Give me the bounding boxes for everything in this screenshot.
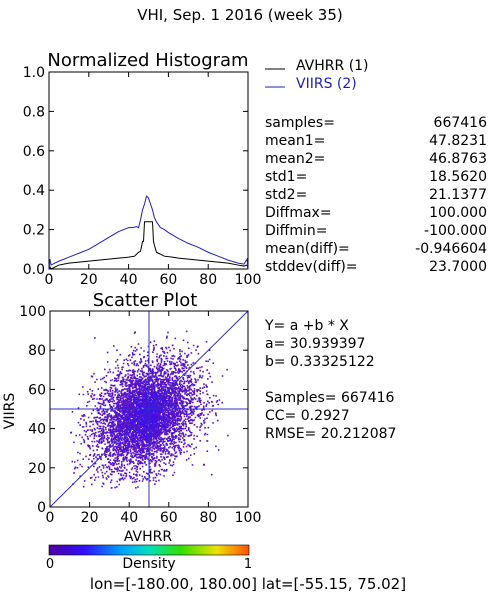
regression-equation: Y= a +b * X: [264, 318, 349, 334]
stat-value: 23.7000: [429, 259, 487, 275]
stat-value: 47.8231: [429, 133, 487, 149]
stat-label: stddev(diff)=: [265, 259, 358, 275]
samples-count: Samples= 667416: [265, 390, 395, 406]
y-tick-label: 0.8: [23, 104, 45, 120]
stat-label: Diffmax=: [265, 205, 332, 221]
stat-value: 21.1377: [429, 187, 487, 203]
histogram-title: Normalized Histogram: [47, 50, 248, 71]
page-title: VHI, Sep. 1 2016 (week 35): [137, 6, 343, 24]
histogram-ticks: [48, 71, 249, 270]
coordinate-range: lon=[-180.00, 180.00] lat=[-55.15, 75.02…: [90, 575, 406, 593]
y-tick-label: 1.0: [23, 65, 45, 81]
stat-label: std2=: [265, 187, 307, 203]
x-tick-label: 80: [199, 272, 217, 288]
y-tick-label: 0.0: [23, 262, 45, 278]
statistics-table: samples= 667416 mean1= 47.8231 mean2= 46…: [265, 115, 487, 275]
scatter-cloud-core: [100, 344, 194, 462]
x-tick-label: 40: [120, 272, 138, 288]
legend-avhrr-label: AVHRR (1): [296, 58, 369, 74]
stat-value: 46.8763: [429, 151, 487, 167]
regression-b: b= 0.33325122: [265, 354, 375, 370]
stat-label: Diffmin=: [265, 223, 327, 239]
avhrr-histogram-line: [48, 221, 249, 270]
scatter-reference-lines: [49, 310, 249, 508]
legend-viirs-label: VIIRS (2): [296, 76, 357, 92]
y-tick-label: 0.2: [23, 223, 45, 239]
colorbar-title: Density: [122, 556, 175, 572]
density-colorbar: [48, 544, 250, 556]
stat-label: mean(diff)=: [265, 241, 350, 257]
x-tick-label: 0: [45, 272, 54, 288]
rmse-value: RMSE= 20.212087: [265, 426, 396, 442]
x-tick-label: 100: [235, 510, 262, 526]
stat-value: 667416: [434, 115, 488, 131]
stat-value: -0.946604: [415, 241, 487, 257]
stat-value: 18.5620: [429, 169, 487, 185]
stat-label: mean2=: [265, 151, 325, 167]
scatter-y-tick-labels: 0 20 40 60 80 100: [19, 304, 46, 516]
colorbar-min-label: 0: [46, 557, 54, 572]
stat-label: mean1=: [265, 133, 325, 149]
scatter-y-axis-label: VIIRS: [2, 393, 18, 430]
viirs-histogram-line: [48, 195, 249, 270]
stat-value: 100.000: [429, 205, 487, 221]
stat-label: samples=: [265, 115, 335, 131]
scatter-x-tick-labels: 0 20 40 60 80 100: [46, 510, 262, 526]
y-tick-label: 100: [19, 304, 46, 320]
x-tick-label: 100: [235, 272, 262, 288]
stat-value: -100.000: [424, 223, 487, 239]
y-tick-label: 0: [37, 500, 46, 516]
y-tick-label: 0.4: [23, 183, 45, 199]
regression-info: Y= a +b * X a= 30.939397 b= 0.33325122 S…: [264, 318, 396, 442]
x-tick-label: 80: [199, 510, 217, 526]
histogram-x-tick-labels: 0 20 40 60 80 100: [45, 272, 262, 288]
y-tick-label: 60: [28, 382, 46, 398]
x-tick-label: 20: [80, 272, 98, 288]
stat-label: std1=: [265, 169, 307, 185]
scatter-plot-area: [49, 310, 249, 508]
histogram-lines: [48, 195, 249, 270]
x-tick-label: 0: [46, 510, 55, 526]
histogram-y-tick-labels: 0.0 0.2 0.4 0.6 0.8 1.0: [23, 65, 45, 278]
x-tick-label: 60: [160, 510, 178, 526]
y-tick-label: 0.6: [23, 144, 45, 160]
y-tick-label: 20: [28, 461, 46, 477]
scatter-ticks: [49, 310, 249, 508]
histogram-plot-area: [48, 71, 249, 270]
correlation-coefficient: CC= 0.2927: [265, 408, 350, 424]
colorbar-max-label: 1: [244, 557, 252, 572]
scatter-x-axis-label: AVHRR: [124, 529, 173, 545]
scatter-title: Scatter Plot: [93, 290, 198, 311]
y-tick-label: 80: [28, 343, 46, 359]
y-tick-label: 40: [28, 422, 46, 438]
x-tick-label: 60: [159, 272, 177, 288]
x-tick-label: 40: [120, 510, 138, 526]
regression-a: a= 30.939397: [265, 336, 365, 352]
x-tick-label: 20: [81, 510, 99, 526]
